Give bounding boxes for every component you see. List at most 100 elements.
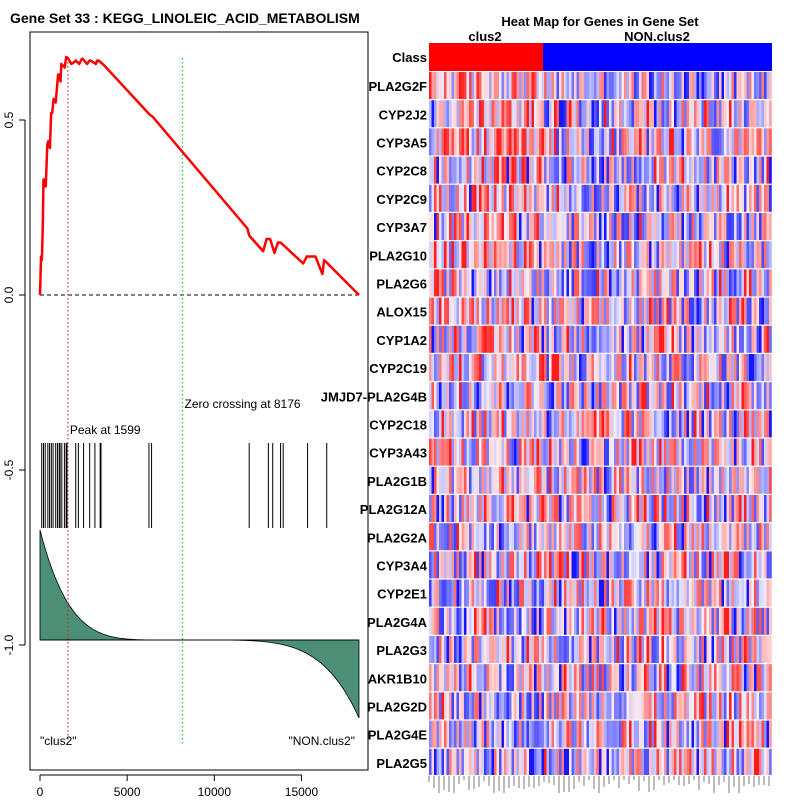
heatmap-cell	[706, 438, 710, 466]
heatmap-cell	[584, 438, 587, 466]
heatmap-cell	[689, 551, 692, 579]
heatmap-cell	[709, 495, 712, 522]
heatmap-cell	[736, 495, 740, 522]
heatmap-cell	[736, 241, 740, 269]
heatmap-cell	[486, 184, 490, 212]
heatmap-cell	[569, 664, 572, 692]
x-tick-label: 10000	[198, 785, 232, 799]
heatmap-cell	[674, 495, 677, 522]
heatmap-cell	[476, 128, 480, 156]
heatmap-cell	[601, 579, 605, 607]
heatmap-cell	[454, 241, 457, 269]
heatmap-cell	[681, 213, 685, 240]
heatmap-cell	[524, 495, 527, 522]
heatmap-cell	[769, 269, 772, 297]
heatmap-cell	[569, 579, 572, 607]
heatmap-cell	[444, 354, 447, 381]
heatmap-cell	[714, 551, 717, 579]
heatmap-cell	[551, 325, 555, 353]
heatmap-cell	[559, 523, 562, 551]
heatmap-cell	[764, 636, 767, 663]
heatmap-cell	[604, 156, 607, 184]
heatmap-cell	[506, 382, 510, 410]
heatmap-cell	[494, 213, 497, 240]
heatmap-cell	[584, 72, 587, 99]
heatmap-cell	[459, 438, 462, 466]
heatmap-cell	[471, 354, 475, 381]
heatmap-cell	[724, 382, 727, 410]
heatmap-cell	[541, 636, 545, 663]
heatmap-cell	[516, 128, 520, 156]
heatmap-cell	[744, 466, 747, 494]
heatmap-cell	[666, 692, 670, 720]
heatmap-cell	[434, 720, 437, 748]
heatmap-cell	[686, 156, 690, 184]
heatmap-cell	[671, 382, 675, 410]
heatmap-cell	[661, 100, 665, 128]
heatmap-cell	[439, 354, 442, 381]
heatmap-cell	[631, 100, 635, 128]
heatmap-cell	[601, 607, 605, 635]
heatmap-cell	[494, 664, 497, 692]
heatmap-cell	[714, 523, 717, 551]
heatmap-cell	[731, 354, 735, 381]
heatmap-cell	[769, 636, 772, 663]
heatmap-cell	[761, 382, 765, 410]
heatmap-cell	[436, 495, 440, 522]
heatmap-cell	[671, 664, 675, 692]
heatmap-cell	[466, 607, 470, 635]
heatmap-cell	[551, 184, 555, 212]
heatmap-cell	[474, 325, 477, 353]
heatmap-cell	[651, 438, 655, 466]
heatmap-cell	[506, 241, 510, 269]
heatmap-cell	[756, 664, 760, 692]
heatmap-cell	[586, 664, 590, 692]
heatmap-cell	[481, 636, 485, 663]
heatmap-cell	[491, 128, 495, 156]
heatmap-cell	[744, 495, 747, 522]
heatmap-cell	[526, 128, 530, 156]
heatmap-cell	[429, 692, 432, 720]
heatmap-cell	[649, 523, 652, 551]
heatmap-cell	[491, 184, 495, 212]
heatmap-cell	[471, 720, 475, 748]
heatmap-cell	[506, 664, 510, 692]
heatmap-cell	[639, 720, 642, 748]
heatmap-cell	[659, 184, 662, 212]
heatmap-cell	[696, 100, 700, 128]
heatmap-cell	[549, 495, 552, 522]
heatmap-cell	[561, 213, 565, 240]
heatmap-cell	[474, 213, 477, 240]
heatmap-cell	[461, 354, 465, 381]
heatmap-cell	[481, 354, 485, 381]
heatmap-cell	[494, 325, 497, 353]
heatmap-cell	[449, 636, 452, 663]
heatmap-cell	[501, 297, 505, 325]
heatmap-cell	[494, 382, 497, 410]
heatmap-cell	[589, 325, 592, 353]
heatmap-cell	[606, 297, 610, 325]
heatmap-cell	[641, 184, 645, 212]
heatmap-cell	[691, 382, 695, 410]
heatmap-cell	[744, 269, 747, 297]
heatmap-cell	[709, 523, 712, 551]
heatmap-cell	[469, 100, 472, 128]
heatmap-cell	[484, 495, 487, 522]
heatmap-cell	[646, 579, 650, 607]
heatmap-cell	[591, 72, 595, 99]
heatmap-cell	[709, 551, 712, 579]
heatmap-cell	[754, 692, 757, 720]
heatmap-cell	[541, 410, 545, 438]
heatmap-cell	[594, 213, 597, 240]
heatmap-cell	[714, 382, 717, 410]
heatmap-cell	[454, 636, 457, 663]
heatmap-cell	[631, 692, 635, 720]
heatmap-cell	[714, 100, 717, 128]
heatmap-cell	[551, 156, 555, 184]
heatmap-cell	[584, 325, 587, 353]
heatmap-cell	[634, 100, 637, 128]
heatmap-cell	[676, 410, 680, 438]
heatmap-cell	[441, 579, 445, 607]
heatmap-cell	[591, 495, 595, 522]
heatmap-cell	[696, 184, 700, 212]
